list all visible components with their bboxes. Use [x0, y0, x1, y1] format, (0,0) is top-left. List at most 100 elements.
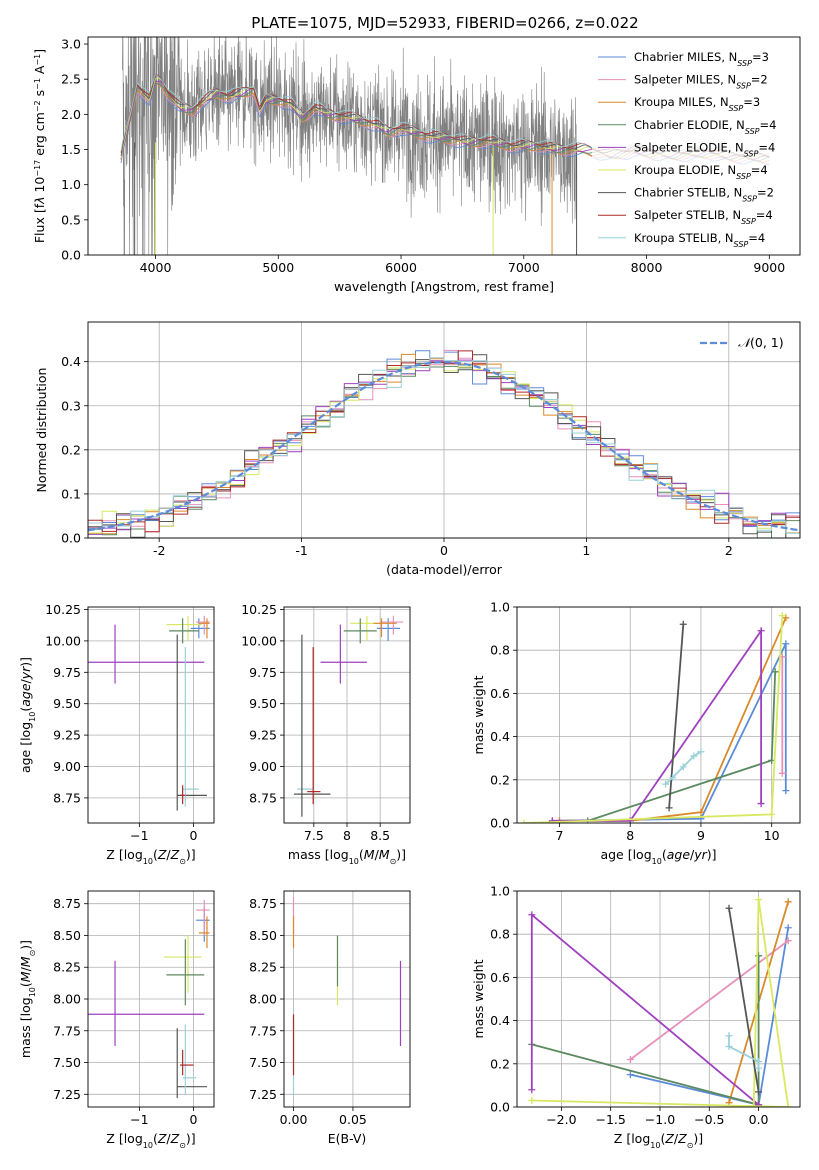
x-tick-label: 5000 — [262, 260, 294, 275]
plot-area-mass_vs_EBV — [292, 897, 402, 1095]
y-tick-label: 0.8 — [490, 927, 510, 942]
legend-entry: Kroupa ELODIE, NSSP=4 — [634, 163, 768, 181]
axes-spectrum: 4000 5000 6000 7000 8000 9000 0.0 0.5 1.0 1.5 2.0 2… — [32, 36, 801, 294]
weight-marker — [528, 911, 536, 919]
weight-line — [559, 643, 787, 822]
x-axis-label: age [log10(age/yr)] — [600, 847, 716, 866]
x-tick-label: 0.05 — [339, 1112, 367, 1127]
x-tick-label: −1 — [130, 828, 148, 843]
weight-marker — [757, 627, 765, 635]
y-tick-label: 7.25 — [53, 1087, 81, 1102]
weight-line — [531, 899, 790, 1107]
y-tick-label: 1.0 — [490, 600, 510, 615]
legend-entry: Salpeter ELODIE, NSSP=4 — [634, 140, 775, 158]
weight-marker — [697, 748, 705, 756]
y-tick-label: 1.5 — [61, 142, 81, 157]
weight-marker — [690, 752, 698, 760]
y-tick-label: 7.50 — [53, 1055, 81, 1070]
weight-marker — [782, 614, 790, 622]
axes-frame — [87, 606, 215, 824]
x-tick-label: 9000 — [753, 260, 785, 275]
axes-frame — [87, 890, 215, 1108]
weight-line — [668, 624, 685, 808]
y-axis-label: mass weight — [471, 959, 486, 1038]
y-tick-label: 8.75 — [249, 790, 277, 805]
y-tick-label: 8.75 — [249, 896, 277, 911]
y-tick-label: 1.0 — [490, 884, 510, 899]
y-tick-label: 0.6 — [490, 970, 510, 985]
x-axis-label: wavelength [Angstrom, rest frame] — [334, 279, 554, 294]
weight-line — [728, 908, 760, 1093]
weight-line — [629, 939, 789, 1061]
x-axis-label: mass [log10(M/M⊙)] — [288, 847, 406, 866]
plots-layer: 4000 5000 6000 7000 8000 90000.00.51.01.52.02… — [18, 36, 801, 1150]
axes-frame — [87, 36, 801, 256]
y-tick-label: 8.75 — [53, 790, 81, 805]
y-tick-label: 3.0 — [61, 37, 81, 52]
y-tick-label: 9.00 — [249, 759, 277, 774]
y-tick-label: 8.50 — [249, 928, 277, 943]
weight-marker — [679, 620, 687, 628]
x-tick-label: 6000 — [385, 260, 417, 275]
weight-marker — [665, 804, 673, 812]
legend-entry: Chabrier MILES, NSSP=3 — [634, 50, 769, 68]
weight-marker — [725, 904, 733, 912]
axes-frame — [87, 321, 801, 539]
y-tick-label: 0.4 — [490, 1013, 510, 1028]
histogram-step-line — [88, 357, 800, 538]
x-axis-label: Z [log10(Z/Z⊙)] — [614, 1131, 703, 1150]
weight-marker — [757, 800, 765, 808]
y-tick-label: 8.75 — [53, 896, 81, 911]
axes-frame — [516, 606, 801, 824]
axes-frame — [283, 606, 411, 824]
weight-marker — [669, 774, 677, 782]
x-tick-label: 0 — [189, 1112, 197, 1127]
y-tick-label: 0.8 — [490, 643, 510, 658]
y-tick-label: 0.4 — [61, 354, 81, 369]
weight-line — [524, 615, 784, 823]
y-tick-label: 8.25 — [249, 960, 277, 975]
y-tick-label: 10.25 — [241, 602, 277, 617]
x-axis-label: Z [log10(Z/Z⊙)] — [106, 847, 195, 866]
x-tick-label: 10 — [764, 828, 780, 843]
weight-marker — [755, 952, 763, 960]
x-tick-label: 7.5 — [304, 828, 324, 843]
weight-marker — [528, 1097, 536, 1105]
axes-age_vs_mass: 7.5 8 8.5 8.75 9.00 9.25 9.50 9.75 10.00 10.25 mas… — [241, 602, 411, 866]
weight-marker — [784, 898, 792, 906]
y-tick-label: 9.50 — [53, 696, 81, 711]
y-tick-label: 7.75 — [249, 1023, 277, 1038]
axes-mass_weight_vs_age: 7 8 9 10 0.0 0.2 0.4 0.6 0.8 1.0 age [log10(age/yr… — [471, 600, 801, 866]
y-tick-label: 10.25 — [45, 602, 81, 617]
spectrum-legend: Chabrier MILES, NSSP=3 Salpeter MILES, NS… — [592, 42, 796, 252]
y-axis-label: Normed distribution — [34, 368, 49, 493]
y-tick-label: 0.0 — [61, 531, 81, 546]
x-tick-label: 8 — [626, 828, 634, 843]
y-axis-label: Flux [fλ 10−17 erg cm−2 s−1 A−1] — [32, 49, 47, 243]
weight-marker — [784, 1103, 792, 1107]
y-tick-label: 0.2 — [490, 772, 510, 787]
x-tick-label: 8.5 — [370, 828, 390, 843]
y-tick-label: 0.1 — [61, 486, 81, 501]
weight-marker — [662, 780, 670, 788]
weight-marker — [782, 787, 790, 795]
weight-marker — [697, 808, 705, 816]
x-tick-label: 0.00 — [280, 1112, 308, 1127]
plot-area-residuals — [88, 349, 800, 538]
x-tick-label: -2 — [153, 543, 165, 558]
weight-marker — [725, 1043, 733, 1051]
y-tick-label: 9.75 — [249, 665, 277, 680]
weight-marker — [528, 1086, 536, 1094]
y-tick-label: 7.75 — [53, 1023, 81, 1038]
axes-mass_weight_vs_Z: −2.0 −1.5 −1.0 −0.5 0.0 0.0 0.2 0.4 0.6 0.8 1.0 Z [… — [471, 884, 801, 1150]
y-tick-label: 8.00 — [53, 992, 81, 1007]
weight-marker — [778, 612, 786, 620]
y-axis-label: mass [log10(M/M⊙)] — [18, 940, 37, 1058]
axes-residuals: -2 -1 0 1 2 0.0 0.1 0.2 0.3 0.4 (data-model)/error… — [34, 321, 801, 577]
y-tick-label: 0.0 — [61, 248, 81, 263]
y-tick-label: 8.50 — [53, 928, 81, 943]
y-tick-label: 8.25 — [53, 960, 81, 975]
y-tick-label: 0.2 — [61, 442, 81, 457]
axes-mass_vs_EBV: 0.00 0.05 7.25 7.50 7.75 8.00 8.25 8.50 8.75 E(B-… — [249, 890, 411, 1146]
spectrum-data-line — [122, 37, 577, 255]
